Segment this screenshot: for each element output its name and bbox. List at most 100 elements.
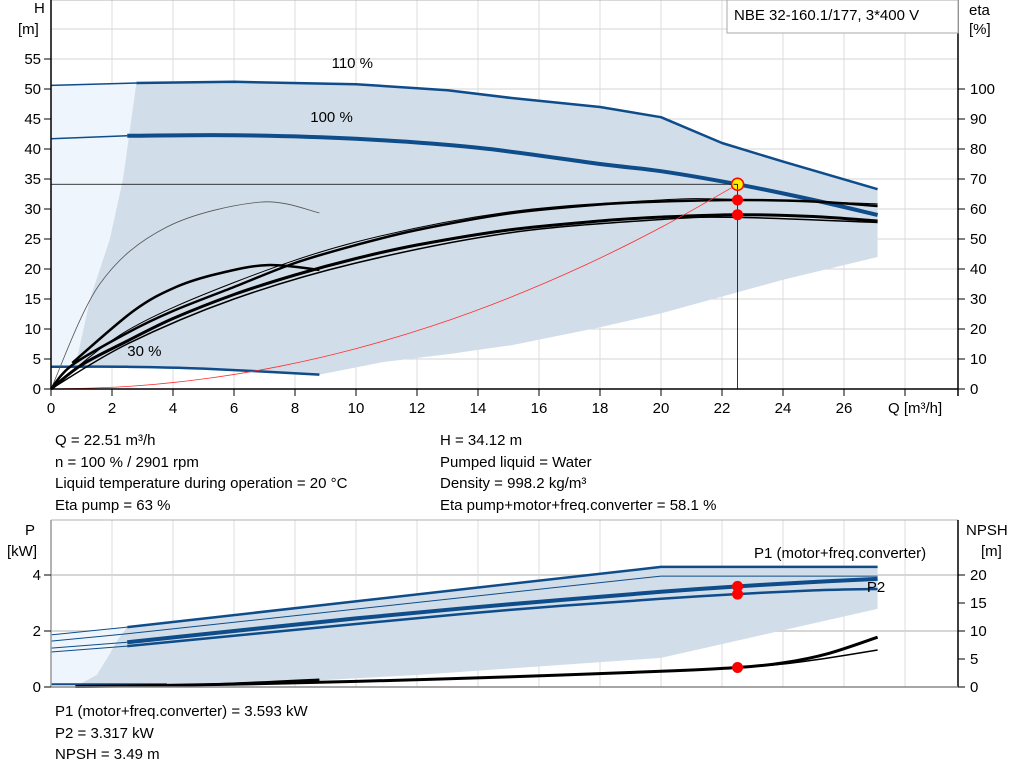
curve-line: [71, 263, 320, 364]
curve-line: [127, 565, 878, 629]
p1-point: [732, 580, 744, 592]
title-box: [726, 0, 959, 34]
curve-label: 100 %: [310, 109, 353, 126]
x-tick-label: 20: [653, 400, 670, 417]
y-axis-unit: [kW]: [7, 543, 37, 560]
y2-tick-label: 70: [970, 171, 987, 188]
info-density: Density = 998.2 kg/m³: [440, 475, 587, 492]
y-tick-label: 45: [24, 111, 41, 128]
y2-tick-label: 20: [970, 567, 987, 584]
y2-axis-name: NPSH: [966, 522, 1008, 539]
power-info: P1 (motor+freq.converter) = 3.593 kW P2 …: [55, 701, 308, 766]
curve-line: [50, 183, 738, 390]
y2-tick-label: 5: [970, 651, 978, 668]
tick-labels: 0510152025303540455055010203040506070809…: [24, 51, 995, 417]
curve-line: [50, 641, 128, 649]
duty-point-markers: [732, 580, 744, 673]
curve-label: 110 %: [332, 55, 373, 72]
y-axis-name: H: [34, 0, 45, 17]
chart-title: NBE 32-160.1/177, 3*400 V: [734, 7, 919, 24]
y-tick-label: 55: [24, 51, 41, 68]
info-liquid: Pumped liquid = Water: [440, 453, 592, 471]
y2-tick-label: 0: [970, 381, 978, 398]
duty-point-markers: [730, 177, 745, 221]
x-tick-label: 16: [531, 400, 548, 417]
y-tick-label: 0: [33, 679, 41, 696]
curve-110-: [136, 80, 878, 191]
y2-tick-label: 30: [970, 291, 987, 308]
x-tick-label: 2: [108, 400, 116, 417]
x-tick-label: 18: [592, 400, 609, 417]
y2-tick-label: 10: [970, 623, 987, 640]
y-tick-label: 20: [24, 261, 41, 278]
curves: [50, 565, 879, 688]
curve-p1-motor-freq-converter-: [127, 576, 878, 645]
y-tick-label: 40: [24, 141, 41, 158]
curve-line: [50, 645, 128, 653]
y-tick-label: 50: [24, 81, 41, 98]
curve-line: [50, 135, 128, 140]
y2-axis-unit: [%]: [969, 21, 991, 38]
info-npsh: NPSH = 3.49 m: [55, 746, 160, 763]
y2-tick-label: 20: [970, 321, 987, 338]
info-speed: n = 100 % / 2901 rpm: [55, 453, 199, 471]
axes: [50, 0, 959, 396]
y2-axis-unit: [m]: [981, 543, 1002, 560]
curve-labels: P1 (motor+freq.converter) P2: [754, 545, 926, 596]
y-tick-label: 4: [33, 567, 41, 584]
x-tick-label: 12: [409, 400, 426, 417]
y-tick-label: 30: [24, 201, 41, 218]
y-tick-label: 0: [33, 381, 41, 398]
curve-line: [50, 626, 128, 636]
y2-tick-label: 40: [970, 261, 987, 278]
npsh-point: [732, 661, 744, 673]
info-head: H = 34.12 m: [440, 432, 523, 449]
x-tick-label: 4: [169, 400, 177, 417]
y2-tick-label: 50: [970, 231, 987, 248]
x-tick-label: 22: [714, 400, 731, 417]
x-tick-label: 10: [348, 400, 365, 417]
y2-tick-label: 60: [970, 201, 987, 218]
y2-tick-label: 80: [970, 141, 987, 158]
x-tick-label: 6: [230, 400, 238, 417]
duty-info-right: H = 34.12 m Pumped liquid = Water Densit…: [440, 430, 716, 516]
y-tick-label: 2: [33, 623, 41, 640]
info-eta-total: Eta pump+motor+freq.converter = 58.1 %: [440, 496, 717, 514]
x-tick-label: 0: [47, 400, 55, 417]
y2-axis-name: eta: [969, 2, 991, 19]
curve-label: 30 %: [127, 343, 161, 360]
axes: [50, 519, 959, 688]
curve-line: [50, 216, 878, 390]
info-p2: P2 = 3.317 kW: [55, 724, 154, 742]
operating-range-region: [51, 627, 128, 685]
curve-100-: [127, 133, 879, 217]
curve-label: P1 (motor+freq.converter): [754, 545, 926, 562]
x-tick-label: 24: [775, 400, 792, 417]
info-flow: Q = 22.51 m³/h: [55, 432, 156, 449]
p2-point: [732, 588, 744, 600]
x-tick-label: 14: [470, 400, 487, 417]
curve-labels: 110 % 100 % 30 %: [127, 55, 373, 360]
head-efficiency-chart: 0510152025303540455055010203040506070809…: [18, 0, 995, 417]
info-p1: P1 (motor+freq.converter) = 3.593 kW: [55, 703, 308, 720]
curve-line: [50, 575, 878, 642]
y2-tick-label: 10: [970, 351, 987, 368]
operating-range-region: [51, 83, 137, 367]
y2-tick-label: 100: [970, 81, 995, 98]
curve-line: [50, 201, 320, 390]
eta-total-point: [732, 209, 744, 221]
x-tick-label: 8: [291, 400, 299, 417]
y2-tick-label: 90: [970, 111, 987, 128]
y2-tick-label: 0: [970, 679, 978, 696]
y-axis-unit: [m]: [18, 21, 39, 38]
x-tick-label: 26: [836, 400, 853, 417]
y-tick-label: 10: [24, 321, 41, 338]
info-eta-pump: Eta pump = 63 %: [55, 496, 171, 514]
tick-labels: 0 2 4 0 5 10 15 20: [33, 567, 987, 696]
operating-range-regions: [51, 81, 878, 375]
y-tick-label: 15: [24, 291, 41, 308]
curve-line: [50, 82, 137, 87]
eta-pump-point: [732, 194, 744, 206]
